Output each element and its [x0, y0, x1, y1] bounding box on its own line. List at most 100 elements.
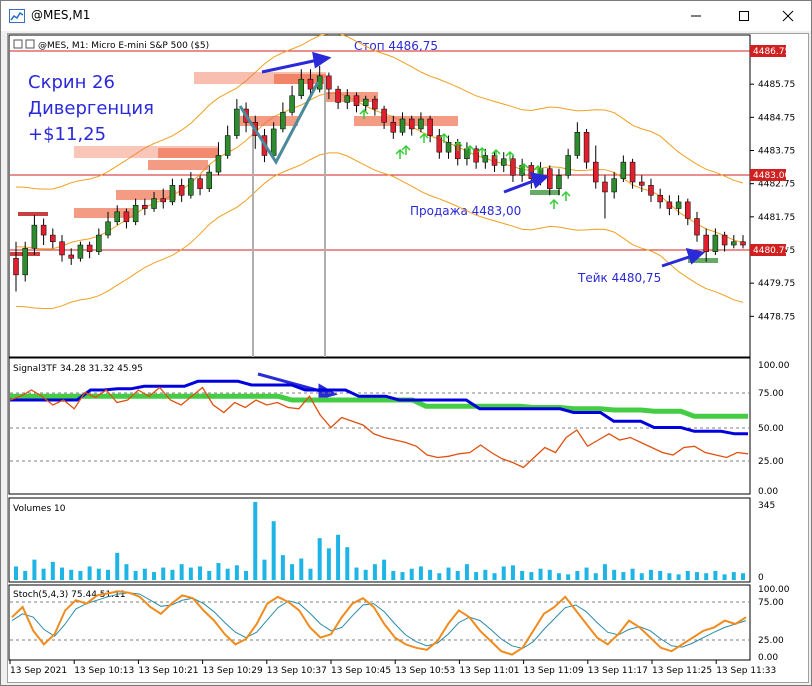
candle-body	[712, 234, 719, 252]
stop-price-tag	[750, 45, 786, 57]
candle-body	[694, 218, 700, 236]
time-tick-label: 13 Sep 11:01	[459, 666, 519, 676]
candle-body	[648, 185, 654, 196]
volume-bar	[676, 574, 681, 580]
volume-bar	[317, 538, 322, 580]
take-price-tag-label: 4480.75	[753, 246, 790, 256]
svg-text:75.00: 75.00	[758, 389, 784, 399]
candle-body	[372, 98, 378, 110]
sell-price-tag-label: 4483.00	[753, 171, 790, 181]
volume-bar	[262, 559, 267, 580]
signal-panel	[8, 357, 751, 495]
candle-body	[289, 95, 295, 113]
volume-bar	[69, 569, 74, 580]
candle-body	[390, 122, 397, 133]
candle-body	[13, 258, 19, 276]
candle-body	[685, 201, 691, 219]
volume-bar	[648, 569, 653, 580]
annotation-take: Тейк 4480,75	[577, 271, 661, 285]
volume-bar	[41, 568, 46, 580]
volume-bar	[437, 573, 442, 580]
stop-arrow	[261, 58, 319, 74]
candle-body	[270, 128, 277, 156]
window-title: @MES,M1	[31, 8, 91, 22]
volume-bar	[161, 567, 166, 580]
candle-body	[114, 211, 120, 223]
buy-arrow-icon	[401, 144, 411, 155]
title-bar[interactable]: @MES,M1	[1, 1, 811, 31]
price-tick-label: 4478.75	[758, 312, 795, 322]
stoch-label: Stoch(5,4,3) 75.44 51.11	[13, 590, 126, 600]
candle-body	[464, 148, 470, 160]
candle-body	[169, 185, 176, 203]
candle-body	[132, 204, 139, 223]
stop-arrow-head	[312, 51, 332, 69]
candle-body	[280, 112, 286, 130]
time-axis: 13 Sep 2021 13 Sep 10:13 13 Sep 10:21 13 Se…	[9, 660, 776, 676]
volume-bar	[170, 569, 175, 580]
volume-bar	[198, 566, 203, 580]
take-arrow-head	[685, 247, 706, 265]
annotation-screen-title: Скрин 26	[28, 72, 115, 93]
volume-bar	[188, 567, 193, 580]
volume-bar	[345, 547, 350, 580]
volume-bar	[124, 564, 129, 580]
volume-bar	[584, 567, 589, 580]
volume-bar	[216, 563, 221, 580]
volume-bar	[722, 574, 727, 580]
svg-text:100.00: 100.00	[758, 361, 790, 371]
candle-body	[77, 244, 84, 259]
sell-price-tag	[750, 169, 786, 181]
volume-bar	[547, 569, 552, 580]
volume-bar	[115, 552, 120, 580]
price-tick-label: 4479.75	[758, 279, 795, 289]
candle-body	[381, 108, 387, 123]
volume-bar	[271, 521, 276, 580]
candle-body	[740, 241, 746, 246]
chart-canvas[interactable]: @MES, M1: Micro E-mini S&P 500 ($5) Скри…	[8, 33, 808, 682]
candle-body	[500, 158, 507, 166]
volume-bar	[14, 566, 18, 580]
time-tick-label: 13 Sep 11:17	[588, 666, 648, 676]
zone	[354, 116, 458, 126]
volume-bar	[363, 569, 368, 580]
candle-body	[639, 181, 645, 186]
price-tick-label: 4485.75	[758, 80, 795, 90]
buy-arrow-icon	[453, 140, 463, 151]
volume-bar	[418, 566, 423, 580]
volume-bar	[474, 572, 479, 580]
minimize-button[interactable]	[673, 1, 719, 31]
time-tick-label: 13 Sep 10:53	[395, 666, 455, 676]
buy-arrow-icon	[477, 146, 487, 157]
candle-body	[482, 155, 489, 163]
candle-body	[473, 148, 479, 163]
maximize-button[interactable]	[721, 1, 767, 31]
candle-body	[206, 171, 213, 189]
buy-arrow-icon	[395, 148, 405, 159]
candle-body	[657, 195, 663, 203]
level-lines: 4486.75 4483.00 4480.75	[10, 45, 790, 256]
candle-body	[178, 185, 185, 196]
candle-body	[224, 135, 231, 156]
zone	[688, 258, 718, 263]
volume-bar	[510, 565, 515, 580]
candle-body	[666, 201, 673, 209]
volume-bar	[234, 565, 239, 580]
chart-app-icon	[9, 9, 25, 23]
candle-body	[362, 98, 369, 106]
zone	[148, 160, 208, 170]
candle-body	[436, 135, 443, 153]
zone	[74, 208, 134, 218]
candle-body	[703, 234, 709, 252]
volume-bar	[96, 568, 101, 580]
time-tick-label: 13 Sep 10:45	[331, 666, 391, 676]
zone	[240, 116, 298, 126]
close-button[interactable]	[765, 1, 811, 31]
volume-bar	[556, 573, 561, 580]
volume-bar	[566, 574, 571, 580]
volume-bar	[621, 572, 626, 580]
zone	[116, 190, 176, 200]
candle-body	[445, 141, 452, 153]
buy-arrow-icon	[465, 144, 475, 155]
